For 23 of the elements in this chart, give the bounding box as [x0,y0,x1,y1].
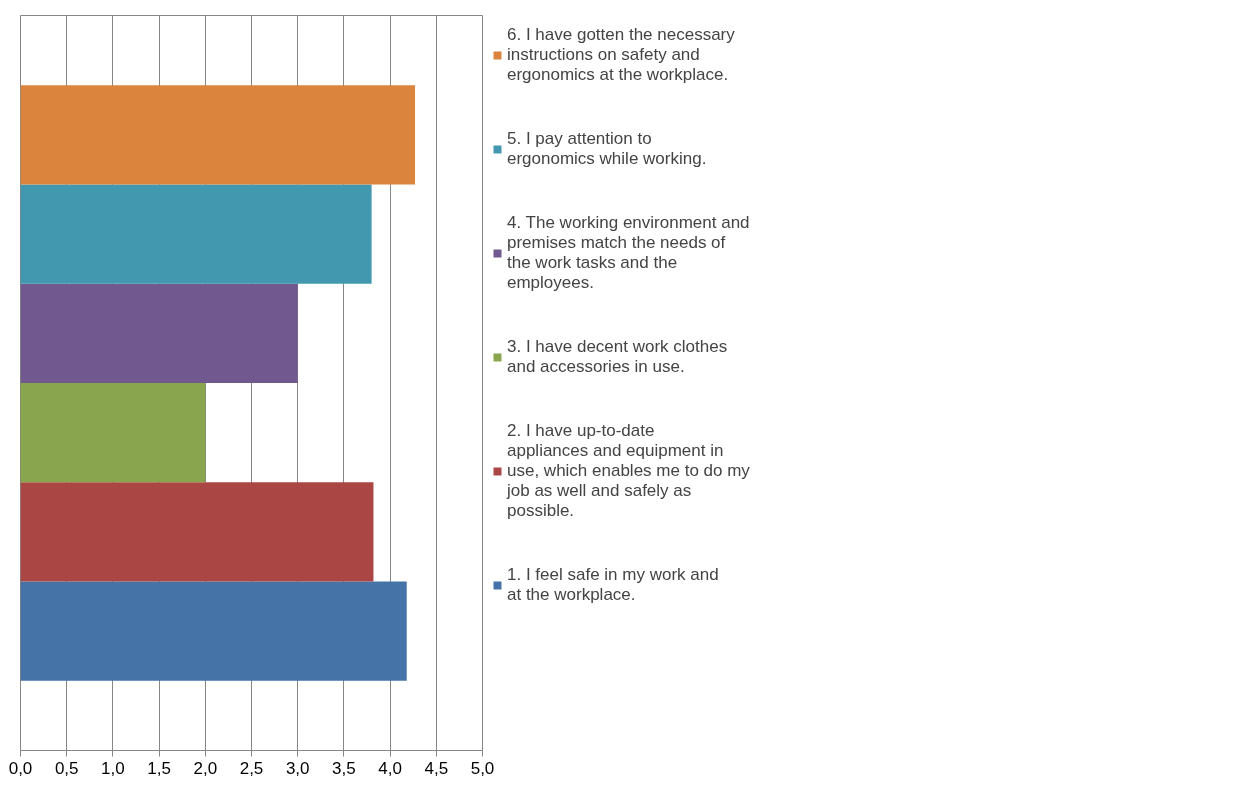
x-tick-label: 2,0 [193,758,218,778]
legend-label: 3. I have decent work clothes and accessories in use. [507,336,728,378]
x-tick-label: 2,5 [239,758,264,778]
bar [20,581,407,681]
x-tick-label: 1,5 [147,758,171,778]
bar [20,482,374,582]
legend-label: 5. I pay attention to ergonomics while working. [507,128,707,170]
x-tick-label: 3,0 [285,758,310,778]
bar [20,85,416,185]
x-tick-label: 0,5 [54,758,79,778]
legend-label: 4. The working environment and premises match the needs of the work tasks and the employees. [507,213,750,293]
x-tick-label: 4,0 [378,758,402,778]
legend-label: 6. I have gotten the necessary instructions on safety and ergonomics at the workplace. [507,25,735,85]
x-tick-label: 0,0 [8,758,33,778]
legend-label: 1. I feel safe in my work and at the workplace. [507,564,719,606]
bar [20,283,298,383]
bar [20,184,372,284]
bar [20,383,206,483]
x-tick-label: 4,5 [424,758,449,778]
legend-label: 2. I have up-to-date appliances and equipment in use, which enables me to do my job as well and safely as possible. [507,421,750,521]
x-tick-label: 3,5 [332,758,356,778]
x-tick-label: 5,0 [470,758,495,778]
x-tick-label: 1,0 [101,758,125,778]
